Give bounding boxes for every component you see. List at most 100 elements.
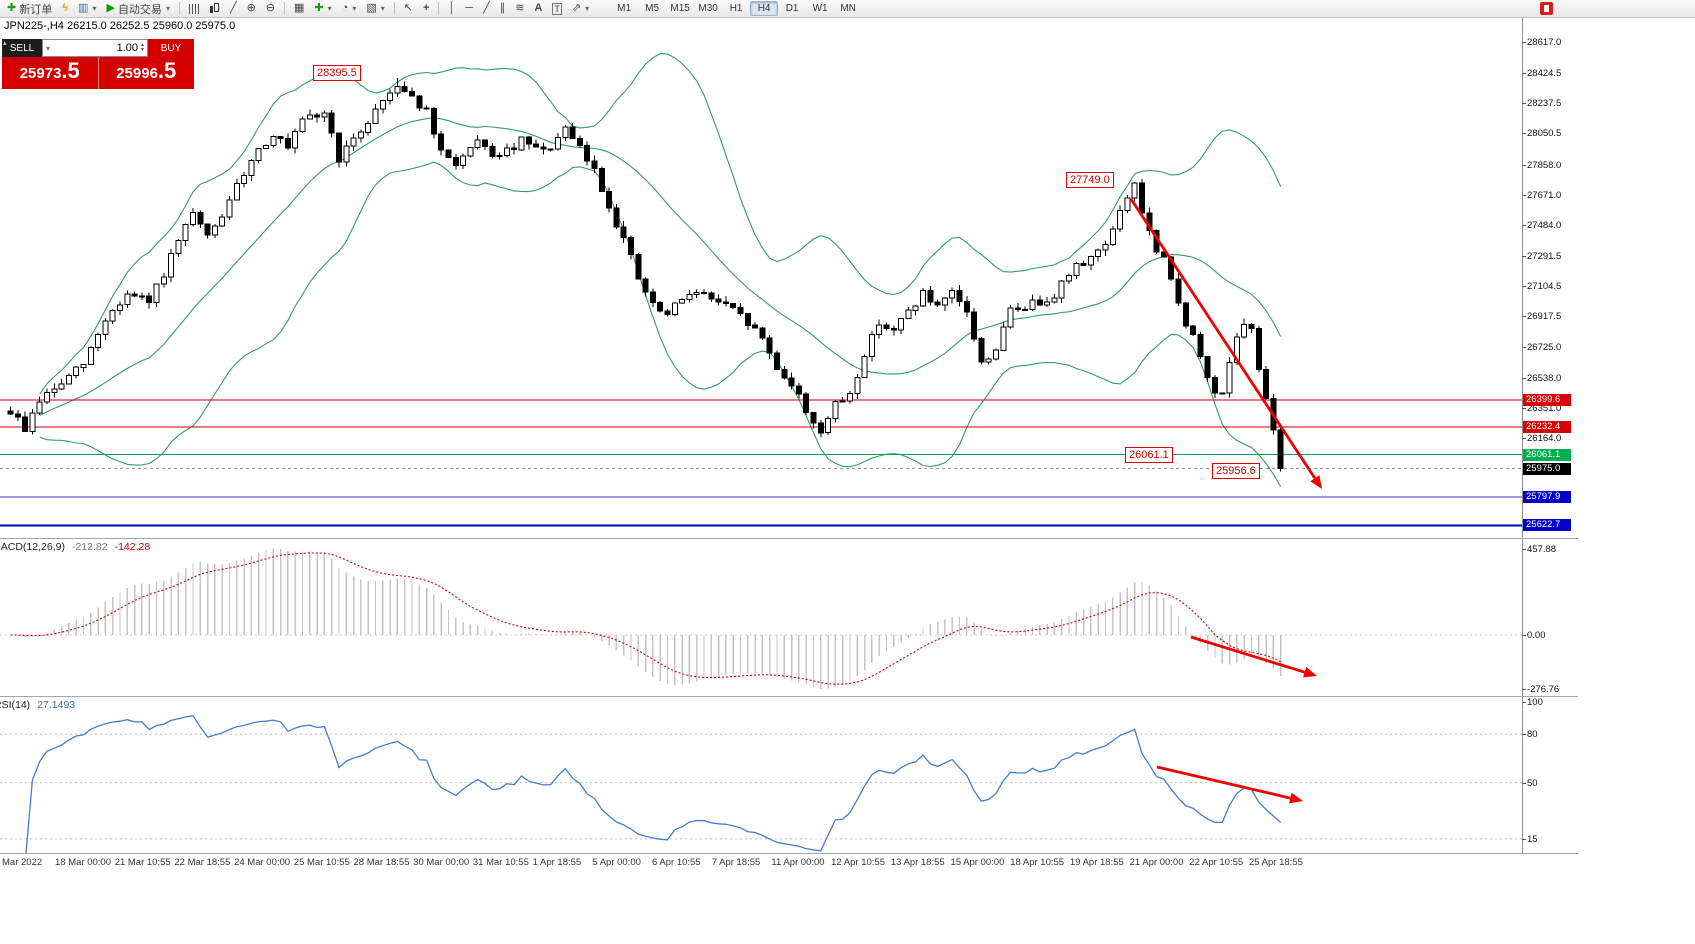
buy-price-frac: .5 — [157, 57, 177, 83]
cursor-button[interactable]: ↖ — [399, 0, 418, 17]
rsi-panel-canvas[interactable] — [0, 697, 1522, 853]
rsi-axis-tick — [1522, 838, 1526, 840]
text-tool-button[interactable]: A — [529, 0, 547, 17]
toolbar-separator — [178, 2, 180, 15]
price-annotation[interactable]: 27749.0 — [1066, 172, 1114, 188]
tile-windows-button[interactable]: ▦ — [289, 0, 309, 17]
one-click-trading-widget: ▴ SELL ▾ ▴▾ BUY 25973.5 25996.5 — [2, 39, 194, 89]
one-click-trading-button[interactable]: ϟ — [57, 0, 73, 17]
time-axis-label: 13 Apr 18:55 — [890, 857, 945, 868]
sell-button[interactable]: ▴ SELL — [2, 39, 42, 57]
price-axis-label: 27104.5 — [1527, 281, 1562, 293]
time-axis-label: 7 Apr 18:55 — [711, 857, 761, 868]
price-divider — [97, 57, 99, 89]
new-order-icon: ✚ — [7, 2, 17, 14]
spin-down-icon[interactable]: ▾ — [140, 47, 144, 53]
timeframe-button-h1[interactable]: H1 — [729, 3, 743, 14]
channel-button[interactable]: ∥ — [495, 0, 511, 17]
volume-dropdown-icon[interactable]: ▾ — [46, 43, 51, 53]
volume-input[interactable] — [53, 42, 138, 54]
macd-axis-label: -276.76 — [1527, 684, 1560, 695]
zoom-in-button[interactable]: ⊕ — [242, 0, 261, 17]
price-axis-tick — [1522, 347, 1526, 349]
rsi-axis-tick — [1522, 734, 1526, 736]
price-annotation[interactable]: 26061.1 — [1125, 447, 1173, 463]
time-axis-label: 25 Mar 10:55 — [293, 857, 350, 868]
time-axis-label: 21 Mar 10:55 — [114, 857, 171, 868]
buy-price[interactable]: 25996.5 — [99, 57, 195, 89]
toolbar: ✚ 新订单 ϟ ▥ ▾ ▶ 自动交易 ▾ ╱ ⊕ ⊖ ▦ ✚ ▾ ◔ ▾ ▧ ▾ ↖ … — [0, 0, 1695, 18]
macd-signal-value: -142.28 — [114, 541, 151, 553]
price-axis-label: 26917.5 — [1527, 311, 1562, 323]
sell-price-frac: .5 — [61, 57, 80, 83]
rsi-label: RSI(14) 27.1493 — [0, 699, 75, 711]
panel-separator[interactable] — [0, 696, 1578, 697]
periods-button[interactable]: ◔ ▾ — [337, 0, 362, 17]
price-annotation[interactable]: 25956.6 — [1212, 463, 1260, 479]
timeframe-button-d1[interactable]: D1 — [785, 3, 799, 14]
timeframe-button-m5[interactable]: M5 — [645, 3, 660, 14]
time-axis-label: Mar 2022 — [2, 857, 43, 868]
price-tag: 26061.1 — [1523, 448, 1571, 461]
new-order-label: 新订单 — [19, 3, 53, 16]
price-axis-label: 26164.0 — [1527, 433, 1562, 445]
volume-spinner[interactable]: ▴ ▾ — [140, 42, 144, 53]
new-order-button[interactable]: ✚ 新订单 — [2, 0, 57, 17]
timeframe-button-mn[interactable]: MN — [840, 3, 856, 14]
fibonacci-button[interactable]: ≋ — [510, 0, 529, 17]
price-tag: 26232.4 — [1523, 420, 1571, 433]
sell-label: SELL — [9, 42, 35, 54]
crosshair-button[interactable]: + — [418, 0, 434, 17]
price-axis-label: 26351.0 — [1527, 402, 1562, 414]
price-annotation[interactable]: 28395.5 — [313, 65, 361, 81]
auto-trading-button[interactable]: ▶ 自动交易 ▾ — [101, 0, 174, 17]
collapse-icon[interactable]: ▴ — [3, 40, 7, 47]
horizontal-line-icon: ─ — [465, 2, 474, 14]
sell-price[interactable]: 25973.5 — [2, 57, 98, 89]
chevron-down-icon: ▾ — [380, 4, 385, 13]
horizontal-line-button[interactable]: ─ — [460, 0, 478, 17]
time-axis-label: 28 Mar 18:55 — [353, 857, 410, 868]
vertical-line-button[interactable]: │ — [443, 0, 460, 17]
timeframe-button-m1[interactable]: M1 — [617, 3, 632, 14]
macd-panel-canvas[interactable] — [0, 539, 1522, 696]
buy-button[interactable]: BUY — [148, 39, 194, 57]
rsi-name: RSI(14) — [0, 699, 31, 711]
main-chart-canvas[interactable] — [0, 18, 1522, 538]
symbol-ohlc-readout: JPN225-,H4 26215.0 26252.5 25960.0 25975… — [4, 20, 236, 32]
zoom-in-icon: ⊕ — [246, 2, 256, 14]
price-axis-tick — [1522, 438, 1526, 440]
bar-chart-type-button[interactable] — [184, 0, 204, 17]
shapes-button[interactable]: ⇗ ▾ — [567, 0, 594, 17]
macd-main-value: -212.82 — [71, 541, 108, 553]
panel-separator — [0, 853, 1578, 854]
price-tag: 26399.6 — [1523, 393, 1571, 406]
timeframe-button-w1[interactable]: W1 — [812, 3, 828, 14]
price-axis-label: 27291.5 — [1527, 251, 1562, 262]
new-chart-button[interactable]: ▥ ▾ — [73, 0, 101, 17]
timeframe-button-m15[interactable]: M15 — [670, 3, 690, 14]
crosshair-icon: + — [422, 2, 430, 14]
macd-axis-tick — [1522, 689, 1526, 690]
timeframe-button-m30[interactable]: M30 — [698, 3, 718, 14]
spin-up-icon[interactable]: ▴ — [140, 42, 144, 48]
chevron-down-icon: ▾ — [585, 4, 590, 13]
trendline-button[interactable]: ╱ — [478, 0, 495, 17]
candle-chart-type-button[interactable] — [204, 0, 225, 17]
indicators-button[interactable]: ✚ ▾ — [309, 0, 336, 17]
price-axis-label: 28617.0 — [1527, 37, 1562, 48]
alert-icon[interactable] — [1540, 2, 1553, 15]
templates-button[interactable]: ▧ ▾ — [361, 0, 389, 17]
line-chart-icon: ╱ — [229, 2, 237, 14]
time-axis-label: 15 Apr 00:00 — [950, 857, 1005, 868]
zoom-out-button[interactable]: ⊖ — [261, 0, 280, 17]
rsi-axis-label: 80 — [1527, 729, 1538, 741]
price-axis-label: 27858.0 — [1527, 159, 1562, 171]
panel-separator[interactable] — [0, 538, 1578, 539]
play-icon: ▶ — [106, 2, 115, 14]
arrow-shapes-icon: ⇗ — [571, 2, 582, 14]
timeframe-button-h4[interactable]: H4 — [750, 1, 779, 16]
label-tool-button[interactable]: T — [547, 0, 567, 17]
time-axis-label: 31 Mar 10:55 — [472, 857, 529, 868]
line-chart-type-button[interactable]: ╱ — [225, 0, 242, 17]
